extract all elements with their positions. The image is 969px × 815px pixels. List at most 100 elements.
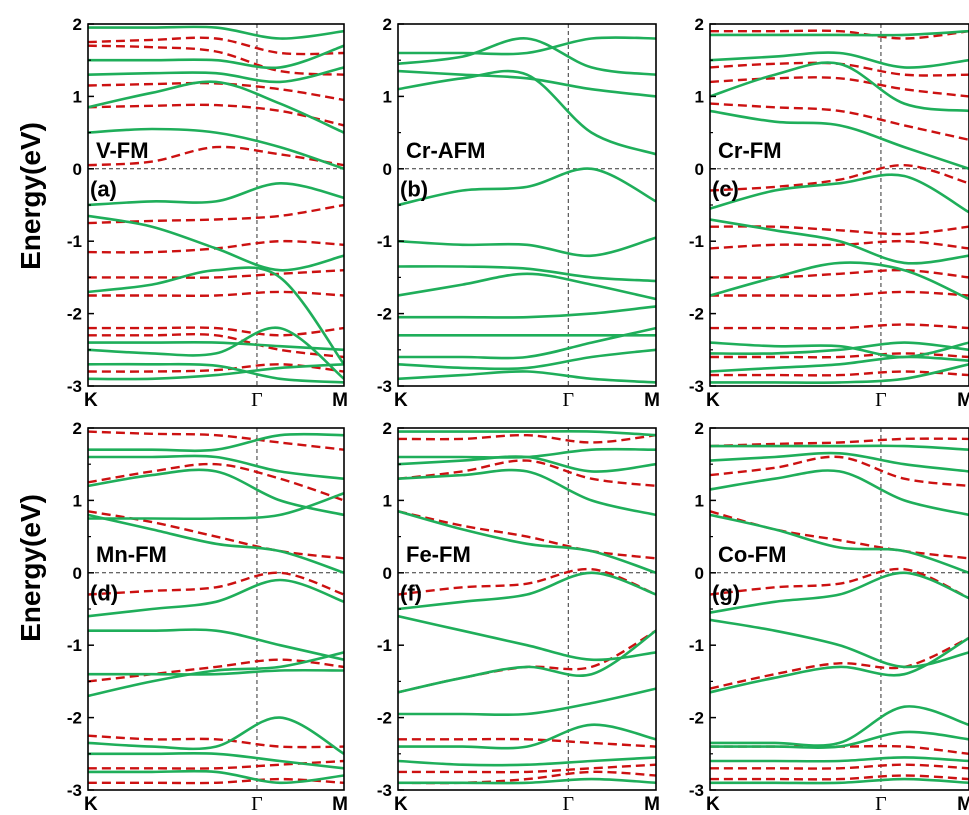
kpoint-label: Γ [562, 389, 574, 411]
spin-up-band-12 [398, 37, 656, 76]
spin-up-band-12 [88, 432, 344, 453]
spin-up-band-2 [710, 756, 969, 763]
spin-up-band-10 [398, 455, 656, 473]
y-tick-label: -2 [689, 305, 704, 324]
spin-down-band-2 [398, 763, 656, 774]
panel-name: Fe-FM [406, 542, 471, 567]
plot-area [398, 428, 656, 790]
kpoint-label: K [706, 390, 720, 411]
y-axis-label-bottom: Energy(eV) [15, 494, 46, 642]
spin-up-band-4 [88, 341, 344, 352]
spin-up-band-11 [88, 44, 344, 70]
panel-letter: (g) [712, 580, 740, 605]
plot-area [398, 24, 656, 386]
spin-down-band-3 [88, 326, 344, 337]
spin-down-band-5 [88, 571, 344, 596]
y-tick-label: -2 [67, 305, 82, 324]
spin-up-band-9 [710, 61, 969, 113]
spin-up-band-6 [710, 618, 969, 669]
spin-up-band-1 [710, 363, 969, 384]
y-tick-label: 0 [695, 564, 704, 583]
kpoint-label: M [957, 390, 969, 411]
panel-name: Co-FM [718, 542, 786, 567]
y-tick-label: -3 [377, 377, 392, 396]
spin-up-band-6 [710, 218, 969, 265]
kpoint-label: M [332, 794, 348, 815]
spin-up-band-2 [88, 751, 344, 770]
spin-up-band-3 [710, 341, 969, 355]
spin-up-band-8 [88, 127, 344, 171]
spin-up-band-3 [88, 716, 344, 755]
kpoint-label: K [394, 390, 408, 411]
spin-up-band-11 [710, 29, 969, 37]
spin-down-band-1 [88, 777, 344, 785]
spin-up-band-7 [710, 571, 969, 614]
spin-up-band-6 [398, 614, 656, 662]
kpoint-label: K [706, 794, 720, 815]
kpoint-label: M [957, 794, 969, 815]
y-tick-label: 2 [73, 15, 82, 34]
kpoint-label: Γ [875, 793, 887, 815]
spin-down-band-7 [710, 225, 969, 236]
axis-frame [87, 427, 345, 791]
spin-up-band-9 [398, 167, 656, 207]
y-tick-label: -2 [377, 709, 392, 728]
y-tick-label: -2 [67, 709, 82, 728]
spin-up-band-12 [88, 25, 344, 40]
spin-up-band-2 [710, 355, 969, 373]
spin-up-band-6 [398, 272, 656, 301]
kpoint-label: M [644, 390, 660, 411]
spin-up-band-4 [398, 687, 656, 717]
kpoint-label: M [644, 794, 660, 815]
y-tick-label: -1 [689, 636, 704, 655]
spin-up-band-2 [398, 756, 656, 767]
spin-up-band-11 [710, 444, 969, 451]
kpoint-label: K [84, 390, 98, 411]
spin-down-band-5 [398, 567, 656, 596]
spin-up-band-2 [398, 348, 656, 371]
panel-letter: (c) [712, 176, 739, 201]
panel-letter: (b) [400, 176, 428, 201]
spin-up-band-7 [710, 173, 969, 214]
spin-down-band-4 [710, 636, 969, 690]
spin-up-band-7 [398, 265, 656, 283]
kpoint-label: Γ [251, 389, 263, 411]
panel-4: -3 -2 -1 0 1 2 K Γ M Mn-FM (d) [67, 419, 348, 815]
spin-down-band-8 [710, 163, 969, 192]
spin-up-band-8 [710, 109, 969, 171]
spin-up-band-9 [398, 468, 656, 517]
spin-up-band-2 [88, 362, 344, 384]
spin-up-band-1 [710, 777, 969, 785]
y-tick-label: 2 [383, 15, 392, 34]
panel-letter: (f) [400, 580, 422, 605]
panel-name: Cr-AFM [406, 138, 485, 163]
spin-up-band-7 [88, 578, 344, 618]
kpoint-label: Γ [875, 389, 887, 411]
spin-up-band-6 [88, 214, 344, 272]
plot-area [88, 24, 344, 386]
spin-down-band-11 [88, 44, 344, 76]
spin-down-band-5 [710, 567, 969, 600]
spin-up-band-3 [88, 326, 344, 380]
y-tick-label: -1 [377, 636, 392, 655]
panel-name: Cr-FM [718, 138, 782, 163]
y-tick-label: 1 [383, 87, 392, 106]
spin-down-band-7 [398, 459, 656, 488]
kpoint-label: Γ [562, 793, 574, 815]
spin-up-band-10 [88, 468, 344, 517]
spin-up-band-11 [398, 69, 656, 98]
spin-up-band-11 [88, 454, 344, 480]
spin-up-band-1 [398, 777, 656, 785]
panel-3: -3 -2 -1 0 1 2 K Γ M Cr-FM (c) [689, 15, 969, 411]
kpoint-label: M [332, 390, 348, 411]
y-tick-label: 1 [695, 87, 704, 106]
spin-down-band-10 [88, 81, 344, 102]
spin-up-band-3 [710, 730, 969, 749]
spin-down-band-5 [88, 269, 344, 279]
y-tick-label: 1 [73, 87, 82, 106]
spin-down-band-1 [710, 370, 969, 377]
y-tick-label: 2 [73, 419, 82, 438]
spin-up-band-13 [398, 36, 656, 56]
